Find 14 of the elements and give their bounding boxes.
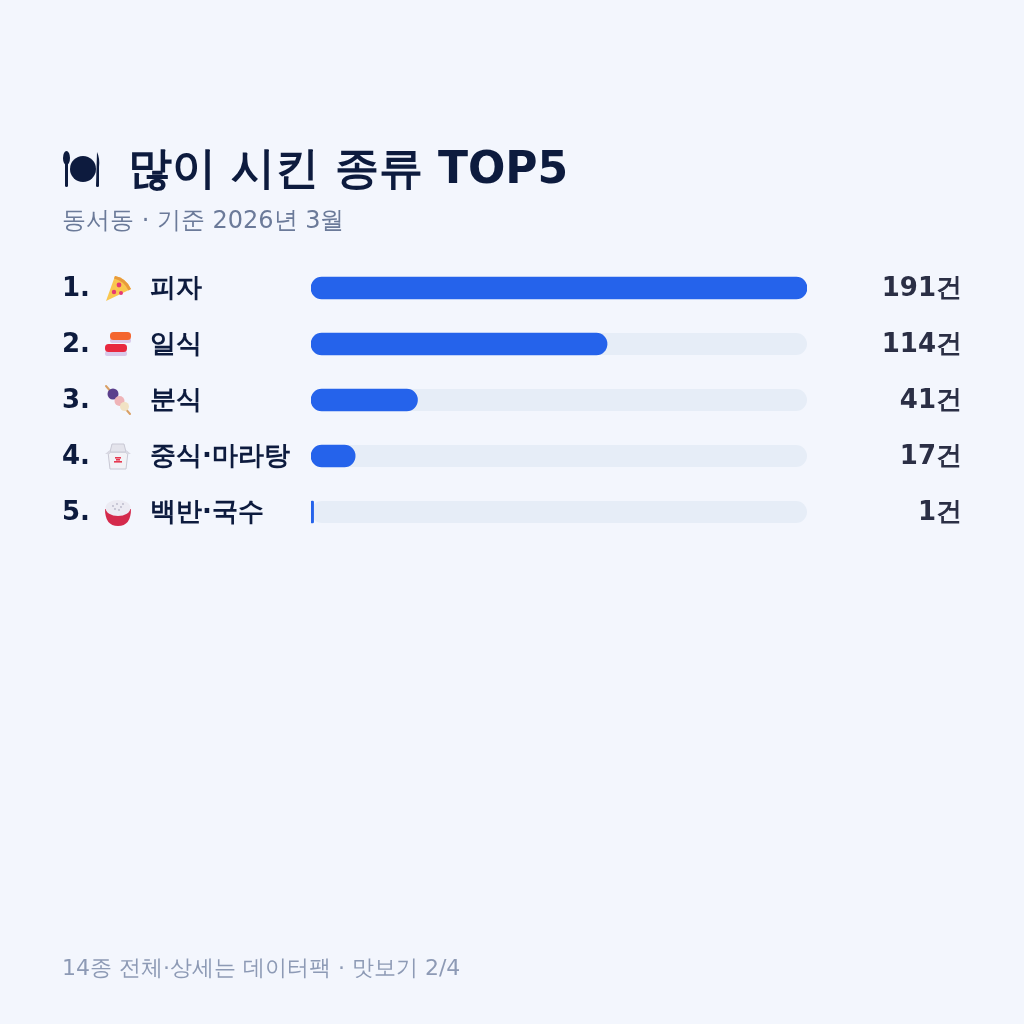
category-label: 1. 피자 (62, 271, 202, 302)
data-label: 114건 (881, 327, 962, 358)
chart-title: 많이 시킨 종류 TOP5 (128, 141, 569, 195)
text: 14종 전체·상세는 데이터팩 · 맛보기 2/4 (62, 954, 461, 982)
category-label: 5. 백반·국수 (62, 495, 264, 526)
data-label: 1건 (917, 495, 962, 526)
chart-subtitle: 동서동 · 기준 2026년 3월 (62, 205, 345, 236)
category-label: 2. 일식 (62, 327, 202, 358)
data-label: 17건 (899, 439, 962, 470)
category-label: 3. 분식 (62, 383, 202, 414)
category-label: 4. 중식·마라탕 (62, 439, 290, 470)
data-label: 41건 (899, 383, 962, 414)
data-label: 191건 (881, 271, 962, 302)
bar (311, 388, 418, 412)
